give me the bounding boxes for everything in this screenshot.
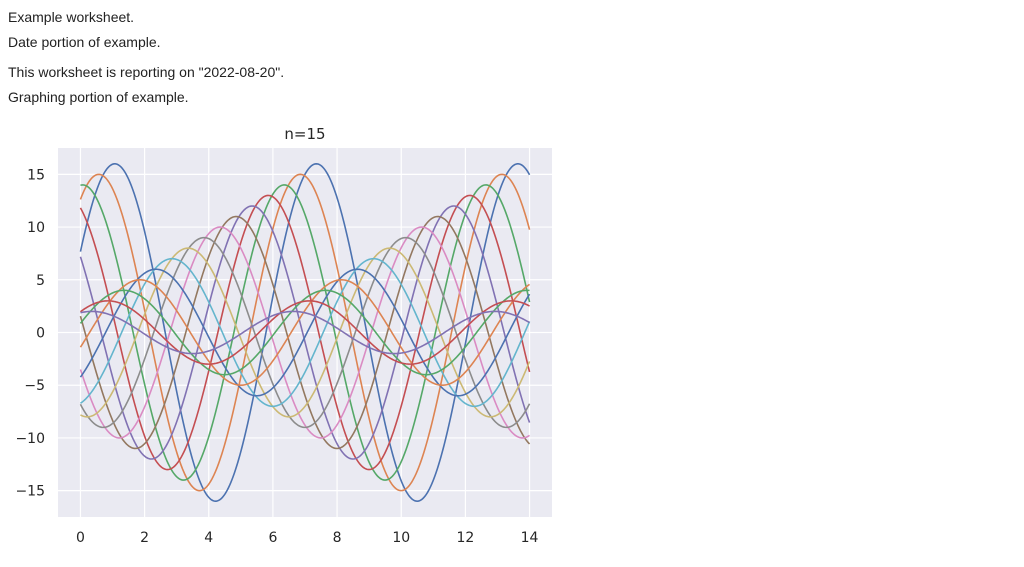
series-line-1 bbox=[79, 163, 531, 502]
y-tick-label: 0 bbox=[36, 326, 45, 342]
series-line-7 bbox=[79, 226, 530, 439]
x-tick-label: 2 bbox=[140, 530, 149, 546]
worksheet-title: Example worksheet. bbox=[8, 9, 135, 25]
series-line-8 bbox=[79, 236, 531, 429]
x-tick-label: 8 bbox=[333, 530, 342, 546]
x-tick-label: 10 bbox=[392, 530, 410, 546]
series-line-6 bbox=[79, 215, 531, 450]
series-line-13 bbox=[79, 289, 530, 376]
series-line-2 bbox=[79, 173, 531, 492]
x-axis-ticks: 0 2 4 6 8 10 12 14 bbox=[76, 530, 539, 546]
y-tick-label: 15 bbox=[27, 167, 45, 183]
series-line-12 bbox=[79, 278, 531, 387]
series-line-14 bbox=[79, 300, 530, 365]
line-chart: n=15 0 2 4 6 8 10 12 14 15 10 5 0 −5 −10 −15 bbox=[15, 125, 552, 546]
x-tick-label: 12 bbox=[456, 530, 474, 546]
report-date-line: This worksheet is reporting on "2022-08-… bbox=[8, 64, 285, 80]
y-axis-ticks: 15 10 5 0 −5 −10 −15 bbox=[15, 167, 45, 499]
y-tick-label: −10 bbox=[15, 431, 45, 447]
series-line-4 bbox=[79, 194, 531, 471]
x-tick-label: 14 bbox=[521, 530, 539, 546]
x-tick-label: 4 bbox=[204, 530, 213, 546]
grid-lines bbox=[58, 148, 552, 517]
series-line-11 bbox=[79, 268, 531, 397]
date-section-heading: Date portion of example. bbox=[8, 34, 161, 50]
y-tick-label: −5 bbox=[24, 378, 45, 394]
y-tick-label: 10 bbox=[27, 220, 45, 236]
y-tick-label: −15 bbox=[15, 484, 45, 500]
y-tick-label: 5 bbox=[36, 273, 45, 289]
series-line-15 bbox=[80, 310, 530, 355]
x-tick-label: 0 bbox=[76, 530, 85, 546]
graph-section-heading: Graphing portion of example. bbox=[8, 89, 189, 105]
series-layer bbox=[79, 163, 531, 502]
series-line-9 bbox=[80, 247, 531, 418]
chart-title: n=15 bbox=[284, 125, 325, 143]
x-tick-label: 6 bbox=[268, 530, 277, 546]
series-line-5 bbox=[79, 205, 531, 460]
